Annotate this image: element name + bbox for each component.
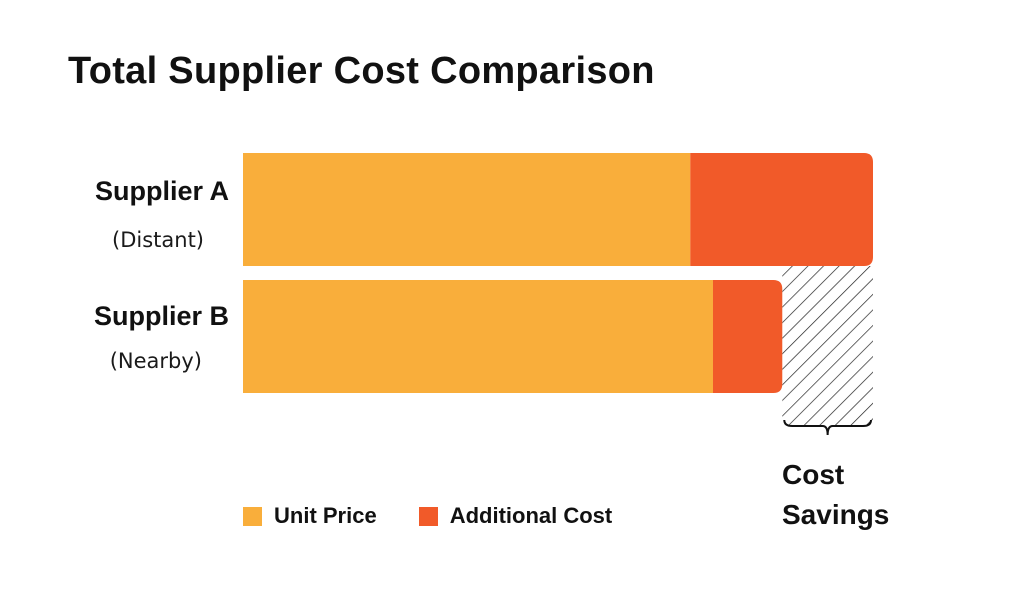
legend-swatch-unit-price: [243, 506, 262, 526]
category-label-supplier-a: Supplier A: [94, 176, 229, 206]
bar-supplier-a-unit-price: [243, 153, 691, 266]
category-subtitle-supplier-a: (Distant): [112, 228, 204, 252]
bar-supplier-b-unit-price: [243, 280, 713, 393]
cost-savings-label: Cost Savings: [782, 459, 890, 530]
legend-item-additional-cost: Additional Cost: [418, 503, 613, 529]
category-subtitle-supplier-b: (Nearby): [109, 349, 202, 373]
legend-item-unit-price: Unit Price: [243, 503, 377, 529]
category-label-supplier-b: Supplier B: [93, 301, 229, 331]
cost-savings-bracket: [783, 419, 872, 436]
bar-supplier-b-additional-cost: [712, 280, 783, 393]
legend-swatch-additional-cost: [418, 506, 438, 526]
chart-title: Total Supplier Cost Comparison: [68, 50, 655, 92]
legend-label-unit-price: Unit Price: [274, 503, 377, 528]
chart-legend: Unit Price Additional Cost: [243, 503, 654, 529]
cost-savings-hatch: [782, 266, 873, 425]
legend-label-additional-cost: Additional Cost: [449, 503, 613, 528]
bar-supplier-a-additional-cost: [690, 153, 873, 266]
